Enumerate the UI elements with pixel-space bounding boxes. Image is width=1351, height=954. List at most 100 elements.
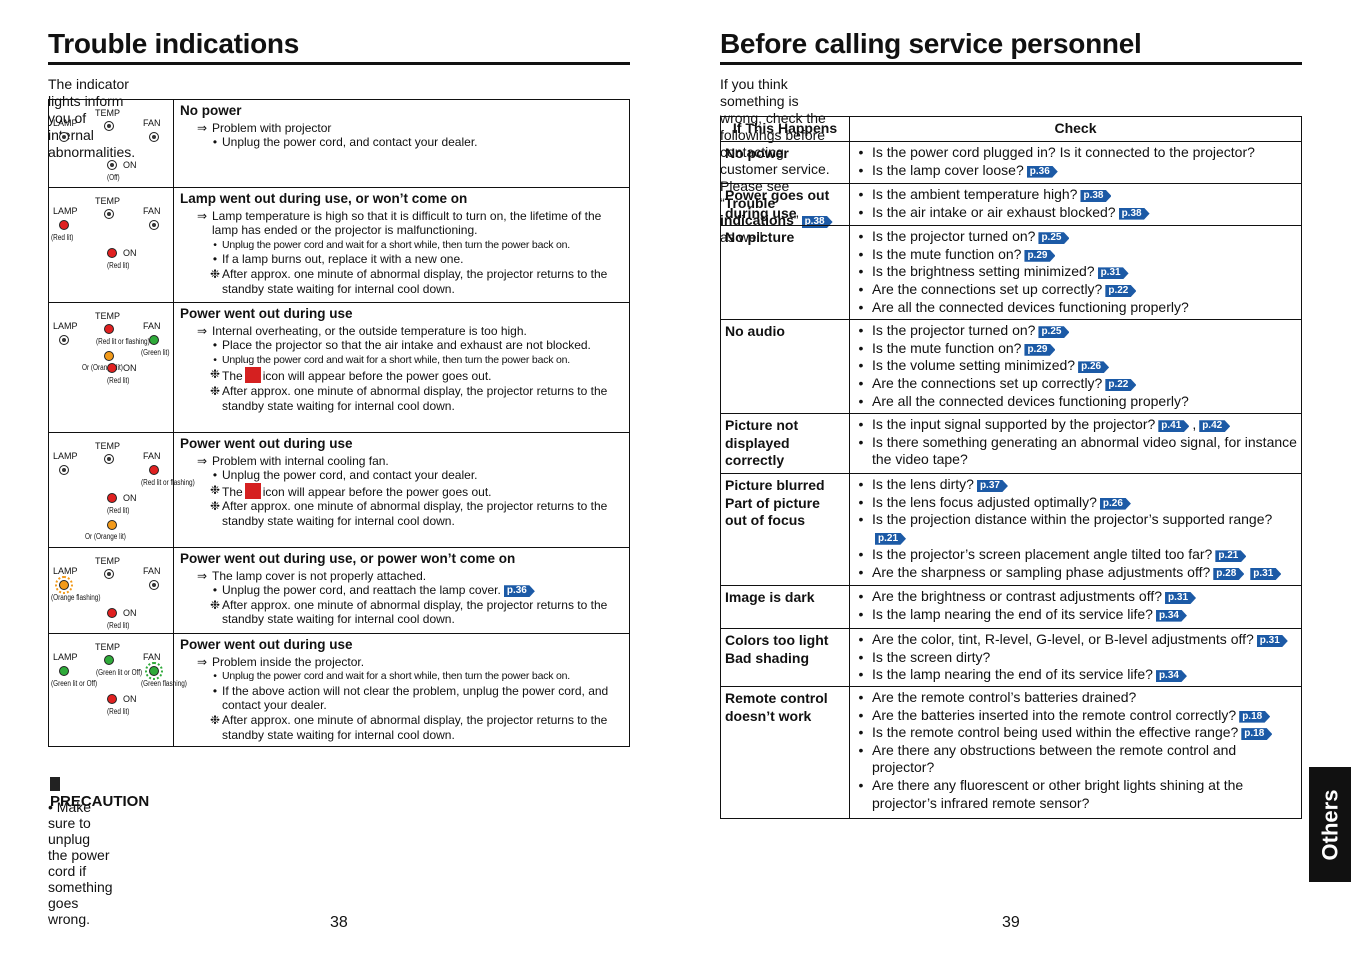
text: Is the mute function on? bbox=[872, 339, 1022, 356]
indicator-light bbox=[59, 335, 69, 345]
indicator-note: (Orange flashing) bbox=[51, 593, 101, 602]
page-ref: p.31 bbox=[1256, 634, 1288, 647]
bullet: • bbox=[48, 799, 53, 815]
indicator-label: ON bbox=[123, 493, 137, 503]
item: ❉ After approx. one minute of abnormal di… bbox=[180, 267, 623, 296]
text: Are the brightness or contrast adjustmen… bbox=[872, 587, 1163, 604]
mark: • bbox=[213, 238, 217, 251]
text: The lamp cover is not properly attached. bbox=[212, 568, 427, 583]
text: Are the connections set up correctly? p.2… bbox=[868, 375, 1139, 393]
text: Is the projector’s screen placement angl… bbox=[872, 546, 1213, 563]
heading: No power bbox=[180, 103, 242, 118]
indicator-light bbox=[59, 220, 69, 230]
text: Is the power cord plugged in? Is it conn… bbox=[872, 144, 1255, 160]
item: • Unplug the power cord and wait for a sh… bbox=[180, 238, 623, 253]
indicator-label: LAMP bbox=[53, 321, 78, 331]
indicator-light bbox=[104, 351, 114, 361]
text: Unplug the power cord and wait for a sho… bbox=[222, 670, 571, 683]
text: Is the lens focus adjusted optimally? p.2… bbox=[868, 494, 1134, 512]
indicator-label: ON bbox=[123, 694, 137, 704]
bullet: • bbox=[858, 186, 864, 202]
text: icon will appear before the power goes o… bbox=[262, 484, 492, 499]
indicator-note: (Red lit) bbox=[107, 506, 130, 515]
indicator-panel: LAMP (Red lit) TEMP FAN ON (Red lit) bbox=[48, 187, 174, 303]
mark: ❉ bbox=[209, 266, 221, 281]
page-ref: p.26 bbox=[1078, 361, 1110, 374]
indicator-panel: LAMP (Orange flashing) TEMP FAN ON (Red lit) bbox=[48, 547, 174, 634]
indicator-label: TEMP bbox=[95, 108, 121, 118]
row: LAMP (Orange flashing) TEMP FAN ON (Red lit) P… bbox=[48, 547, 630, 634]
text: Is there something generating an abnorma… bbox=[868, 434, 1297, 469]
item: • Is the lens dirty? p.37 bbox=[854, 476, 1297, 494]
symptom: Power goes out during use bbox=[720, 182, 850, 227]
page-ref: p.21 bbox=[875, 532, 907, 545]
mark: ⇒ bbox=[196, 323, 208, 338]
indicator-light bbox=[59, 666, 69, 676]
item: • Unplug the power cord and wait for a sh… bbox=[180, 669, 623, 684]
indicator-panel: LAMP TEMP FAN (Red lit or flashing) ON (Red l… bbox=[48, 432, 195, 548]
mark: ❉ bbox=[209, 482, 221, 497]
row: LAMP TEMP (Red lit or flashing) Or (Orange … bbox=[48, 302, 630, 433]
indicator-label: LAMP bbox=[53, 451, 78, 461]
indicator-note: (Green flashing) bbox=[141, 679, 187, 688]
indicator-light bbox=[59, 132, 69, 142]
page-ref: p.37 bbox=[976, 479, 1008, 492]
text: Is the projector’s screen placement angl… bbox=[868, 546, 1249, 564]
text: Are the connections set up correctly? p.2… bbox=[868, 281, 1139, 299]
heading: Lamp went out during use, or won’t come … bbox=[180, 191, 468, 206]
indicator-label: ON bbox=[123, 608, 137, 618]
text: Problem with projector bbox=[212, 120, 332, 135]
text: After approx. one minute of abnormal dis… bbox=[222, 597, 608, 627]
row: No audio • Is the projector turned on? p.25… bbox=[720, 319, 1302, 415]
item: • Is the projector turned on? p.25 bbox=[854, 322, 1297, 340]
item: • Is the mute function on? p.29 bbox=[854, 340, 1297, 358]
text: Are the sharpness or sampling phase adju… bbox=[872, 563, 1211, 580]
item: • Is the screen dirty? bbox=[854, 649, 1297, 667]
text: Are the color, tint, R-level, G-level, o… bbox=[868, 631, 1291, 649]
item: • Is the lamp nearing the end of its serv… bbox=[854, 606, 1297, 624]
precaution-icon bbox=[50, 777, 60, 791]
text: The lamp cover is not properly attached. bbox=[212, 569, 426, 584]
description: Lamp went out during use, or won’t come … bbox=[173, 187, 630, 303]
item: ❉ The icon will appear before the power go… bbox=[180, 482, 623, 500]
page-ref: p.41 bbox=[1158, 420, 1190, 433]
item: • Are the batteries inserted into the rem… bbox=[854, 707, 1297, 725]
text: If the above action will not clear the p… bbox=[222, 683, 609, 713]
text: Picture not displayed correctly bbox=[725, 417, 799, 469]
indicator-light bbox=[149, 220, 159, 230]
header: Check bbox=[849, 116, 1302, 142]
page-number: 39 bbox=[1002, 914, 1020, 931]
indicator-label: TEMP bbox=[95, 556, 121, 566]
check-table: If This Happens Check No power • Is the powe… bbox=[720, 116, 1302, 819]
item: • Are the connections set up correctly? p.… bbox=[854, 281, 1297, 299]
text: Colors too light bbox=[725, 631, 829, 648]
text: PRECAUTION bbox=[50, 793, 150, 810]
page-ref: p.28 bbox=[1213, 567, 1245, 580]
text: Are the connections set up correctly? bbox=[872, 280, 1103, 297]
item: • Is the remote control being used within… bbox=[854, 724, 1297, 742]
page-ref: p.38 bbox=[1118, 207, 1150, 220]
text: Lamp temperature is high so that it is d… bbox=[212, 209, 623, 238]
text: Unplug the power cord and wait for a sho… bbox=[222, 353, 570, 368]
title: Before calling service personnel bbox=[720, 28, 1302, 65]
bullet: • bbox=[858, 493, 864, 510]
row: Power goes out during use • Is the ambient… bbox=[720, 182, 1302, 227]
page-ref: p.34 bbox=[1155, 609, 1187, 622]
item: • Is the projection distance within the p… bbox=[854, 511, 1297, 546]
checks: • Is the projector turned on? p.25 • Is the … bbox=[849, 225, 1302, 321]
item: • Are the sharpness or sampling phase adj… bbox=[854, 564, 1297, 582]
text: Is the mute function on? p.29 bbox=[868, 340, 1058, 358]
row: LAMP (Green lit or Off) TEMP (Green lit or … bbox=[48, 632, 630, 748]
text: Others bbox=[1317, 789, 1343, 860]
text: Is the lamp nearing the end of its servi… bbox=[868, 606, 1190, 624]
item: ⇒ The lamp cover is not properly attached… bbox=[180, 569, 623, 584]
indicator-light bbox=[107, 608, 117, 618]
description: Power went out during use ⇒ Internal overh… bbox=[173, 302, 630, 433]
indicator-note: (Green lit) bbox=[141, 348, 170, 357]
text: Is the power cord plugged in? Is it conn… bbox=[868, 144, 1255, 162]
symptom: No audio bbox=[720, 319, 850, 415]
row: Colors too light Bad shading • Are the colo… bbox=[720, 627, 1302, 687]
mark: ❉ bbox=[209, 597, 221, 612]
symptom: Picture not displayed correctly bbox=[720, 413, 850, 474]
